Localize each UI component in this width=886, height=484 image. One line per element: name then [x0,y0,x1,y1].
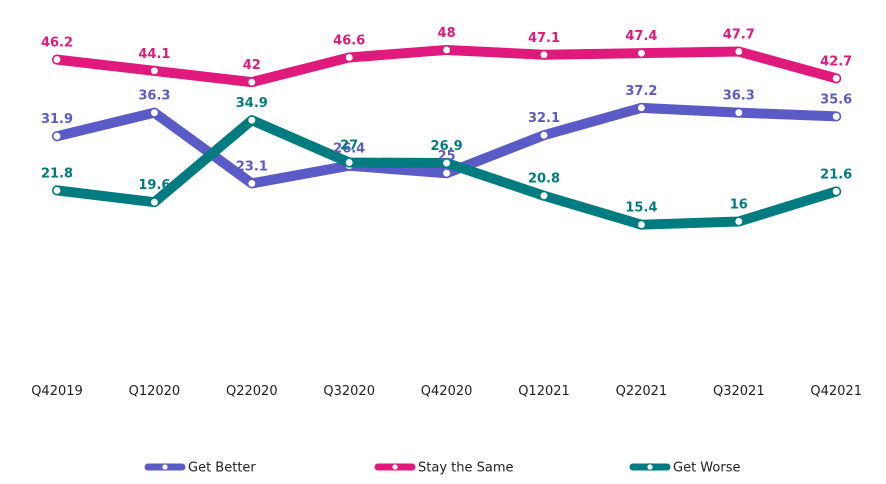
data-label-get-better: 32.1 [528,111,560,126]
legend-marker [646,463,654,471]
data-label-get-worse: 21.8 [41,166,73,181]
data-point-stay-the-same [246,77,257,88]
data-label-get-better: 36.3 [138,89,170,104]
legend-marker [391,463,399,471]
data-point-stay-the-same [52,54,62,65]
data-point-get-better [831,111,842,122]
data-label-stay-the-same: 47.4 [625,29,657,44]
series-lines [52,44,842,230]
data-point-stay-the-same [539,49,549,60]
data-label-stay-the-same: 48 [438,26,456,41]
data-label-stay-the-same: 46.2 [41,36,73,51]
data-point-get-worse [344,157,355,168]
data-labels: 31.9 36.3 23.1 26.4 25 32.1 37.2 36.3 35.6 46.2 44… [41,26,852,216]
legend: Get Better Stay the Same Get Worse [144,461,740,476]
legend-label: Get Better [188,461,256,476]
data-label-get-better: 31.9 [41,112,73,127]
data-point-get-worse [539,190,549,201]
data-point-stay-the-same [636,48,647,59]
data-label-get-worse: 19.6 [138,178,170,193]
legend-item-stay-the-same: Stay the Same [374,461,514,476]
data-label-get-worse: 16 [730,197,748,212]
data-point-get-better [52,131,62,142]
data-label-stay-the-same: 42 [243,58,261,73]
legend-item-get-worse: Get Worse [629,461,740,476]
legend-item-get-better: Get Better [144,461,256,476]
data-point-stay-the-same [831,73,842,84]
x-tick-label: Q22021 [616,384,668,399]
data-point-stay-the-same [733,46,744,57]
x-tick-label: Q32020 [323,384,375,399]
data-point-get-worse [441,158,452,168]
data-point-get-better [539,130,549,141]
data-point-get-better [636,102,647,113]
x-tick-label: Q42020 [421,384,473,399]
data-point-get-better [441,168,452,179]
x-tick-label: Q12020 [129,384,181,399]
x-tick-label: Q12021 [518,384,570,399]
data-point-get-worse [52,185,62,196]
data-label-get-better: 36.3 [723,89,755,104]
data-label-get-worse: 34.9 [236,96,268,111]
data-label-get-better: 25 [438,149,456,164]
data-point-get-worse [636,219,647,230]
data-label-stay-the-same: 42.7 [820,54,852,69]
data-label-stay-the-same: 47.1 [528,31,560,46]
data-point-get-worse [733,216,744,227]
data-point-stay-the-same [344,52,355,63]
data-point-stay-the-same [441,45,452,55]
legend-marker [161,463,169,471]
data-point-get-better [246,178,257,189]
data-point-get-worse [149,197,160,208]
data-point-get-better [733,107,744,118]
data-label-get-worse: 15.4 [625,201,657,216]
data-label-stay-the-same: 46.6 [333,33,365,48]
data-label-get-worse: 21.6 [820,167,852,182]
legend-label: Stay the Same [418,461,514,476]
data-label-stay-the-same: 44.1 [138,47,170,62]
x-tick-label: Q32021 [713,384,765,399]
data-label-stay-the-same: 47.7 [723,28,755,43]
data-label-get-better: 35.6 [820,92,852,107]
legend-label: Get Worse [673,461,740,476]
data-point-get-worse [831,186,842,197]
x-tick-label: Q42019 [31,384,83,399]
x-tick-label: Q22020 [226,384,278,399]
data-point-stay-the-same [149,65,160,76]
x-axis-ticks: Q42019 Q12020 Q22020 Q32020 Q42020 Q12021 Q220… [31,384,862,399]
data-label-get-worse: 27 [340,139,358,154]
data-label-get-better: 26.4 [333,142,365,157]
data-label-get-worse: 20.8 [528,172,560,187]
x-tick-label: Q42021 [810,384,862,399]
data-point-get-worse [246,115,257,126]
data-label-get-worse: 26.9 [431,139,463,154]
data-label-get-better: 23.1 [236,159,268,174]
data-point-get-better [149,107,160,118]
data-label-get-better: 37.2 [625,84,657,99]
